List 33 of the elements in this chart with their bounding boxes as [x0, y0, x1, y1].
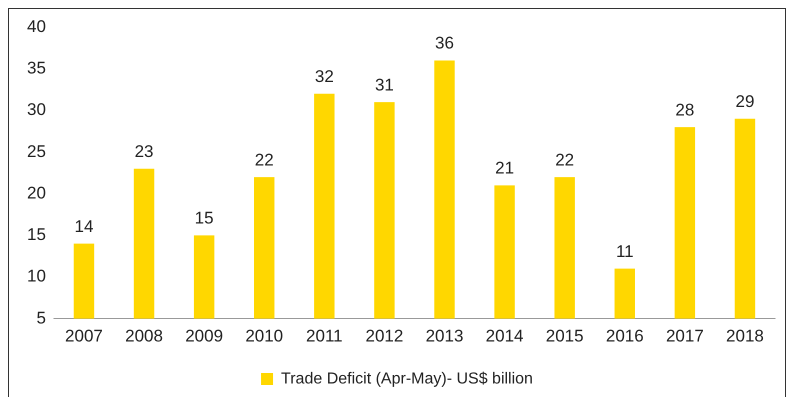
x-tick-label: 2009 — [185, 326, 224, 346]
data-label: 11 — [616, 242, 634, 261]
data-label: 32 — [314, 66, 334, 86]
data-label: 15 — [194, 208, 214, 228]
data-label: 22 — [254, 150, 274, 170]
x-tick-label: 2017 — [666, 326, 704, 346]
x-tick-label: 2012 — [365, 326, 404, 346]
x-tick-label: 2007 — [65, 326, 103, 346]
y-tick-label: 40 — [26, 16, 46, 36]
data-label: 14 — [74, 216, 94, 236]
x-tick-label: 2018 — [726, 326, 764, 346]
y-tick-label: 30 — [26, 100, 46, 120]
data-label: 21 — [495, 158, 514, 178]
data-label: 22 — [555, 150, 574, 170]
y-tick-label: 35 — [26, 58, 46, 78]
legend-label: Trade Deficit (Apr-May)- US$ billion — [281, 370, 533, 388]
data-label: 36 — [435, 34, 454, 53]
y-tick-label: 15 — [26, 225, 46, 244]
x-tick-label: 2013 — [426, 326, 464, 346]
y-tick-label: 10 — [26, 266, 46, 286]
x-tick-label: 2015 — [546, 326, 584, 346]
data-label: 29 — [735, 92, 754, 111]
y-tick-label: 20 — [26, 183, 46, 202]
x-tick-label: 2010 — [245, 326, 284, 346]
x-tick-label: 2011 — [306, 326, 343, 346]
x-tick-label: 2014 — [486, 326, 524, 346]
data-label: 28 — [675, 100, 694, 120]
y-tick-label: 25 — [26, 142, 46, 161]
x-tick-label: 2016 — [606, 326, 644, 346]
data-label: 31 — [374, 75, 394, 94]
y-tick-label: 5 — [36, 308, 46, 328]
data-label: 23 — [134, 142, 154, 161]
x-tick-label: 2008 — [125, 326, 163, 346]
